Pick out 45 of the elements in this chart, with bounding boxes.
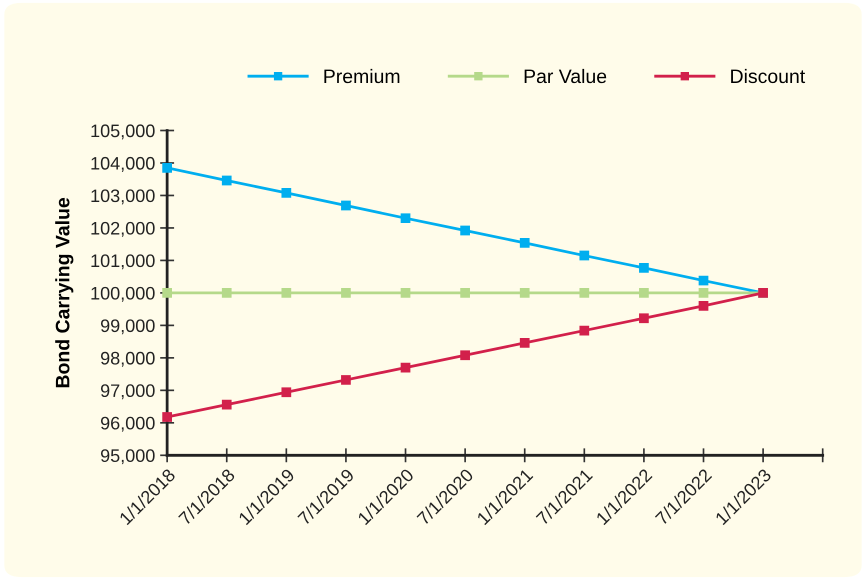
legend-label: Par Value [524,68,606,84]
point [222,176,232,186]
y-tick-label: 105,000 [91,124,155,140]
point [698,301,708,311]
point [579,326,590,336]
point [520,338,530,348]
legend-label: Premium [324,68,400,84]
point [579,288,590,298]
y-tick-label: 100,000 [91,286,155,302]
y-tick-label: 98,000 [100,352,155,367]
point [162,162,172,173]
y-tick-label: 96,000 [100,416,155,432]
y-tick-label: 103,000 [91,189,155,204]
point [639,313,649,324]
legend-label: Discount [731,68,806,84]
point [341,200,351,210]
y-axis-title: Bond Carrying Value [55,198,74,388]
y-tick-label: 97,000 [100,384,155,400]
point [341,375,351,385]
point [579,250,590,260]
point [460,350,470,360]
point [460,288,470,298]
point [400,213,410,224]
y-tick-label: 104,000 [91,156,155,172]
y-tick-label: 101,000 [91,254,155,270]
y-tick-label: 99,000 [100,319,155,334]
point [520,238,530,248]
point [400,362,410,372]
point [639,263,649,273]
point [520,288,530,298]
point [341,288,351,298]
point [460,226,470,236]
point [639,288,649,298]
point [281,188,292,198]
point [281,288,292,298]
point [222,400,232,410]
y-tick-label: 102,000 [91,222,155,237]
point [162,288,172,298]
y-tick-label: 95,000 [100,449,155,464]
point [698,276,708,286]
point [162,412,172,422]
point [222,288,232,298]
point [400,288,410,298]
point [281,387,292,398]
point [698,288,708,298]
